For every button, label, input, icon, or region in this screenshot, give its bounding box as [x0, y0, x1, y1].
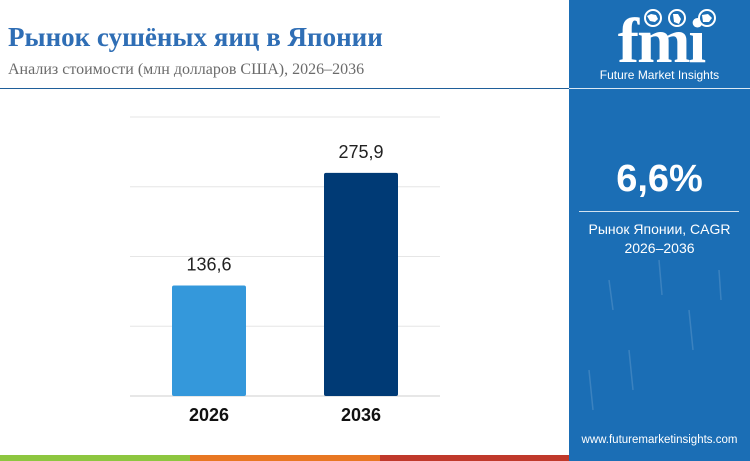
sidebar-panel: fmi Future Market Insights 6,6% Рынок Яп…	[569, 0, 750, 455]
cagr-value: 6,6%	[616, 158, 703, 200]
svg-text:fmi: fmi	[618, 6, 706, 68]
header-divider	[0, 88, 569, 89]
brand-caption: Future Market Insights	[599, 68, 720, 82]
bottom-bar-orange	[190, 455, 380, 461]
cagr-divider	[579, 211, 739, 212]
page-title: Рынок сушёных яиц в Японии	[8, 22, 383, 52]
cagr-label-line1: Рынок Японии, CAGR	[588, 221, 731, 237]
bottom-bar-green	[0, 455, 190, 461]
bottom-color-bar	[0, 455, 750, 461]
bar-chart: 136,6 2026 275,9 2036	[130, 116, 440, 425]
category-label-2036: 2036	[341, 405, 381, 425]
cagr-label-line2: 2026–2036	[624, 240, 695, 256]
chart-bars	[172, 172, 398, 396]
bottom-bar-blue	[569, 455, 750, 461]
cagr-label: Рынок Японии, CAGR 2026–2036	[569, 220, 750, 258]
bottom-bar-red	[380, 455, 569, 461]
sidebar-divider	[569, 88, 750, 89]
bar-2026	[172, 285, 246, 396]
value-label-2036: 275,9	[338, 142, 383, 162]
website-url[interactable]: www.futuremarketinsights.com	[581, 434, 738, 446]
fmi-logo: fmi	[618, 6, 716, 68]
value-label-2026: 136,6	[186, 255, 231, 275]
page-subtitle: Анализ стоимости (млн долларов США), 202…	[8, 61, 365, 78]
chart-labels: 136,6 2026 275,9 2036	[186, 142, 383, 425]
sidebar-texture	[588, 259, 722, 411]
category-label-2026: 2026	[189, 405, 229, 425]
bar-2036	[324, 172, 398, 396]
